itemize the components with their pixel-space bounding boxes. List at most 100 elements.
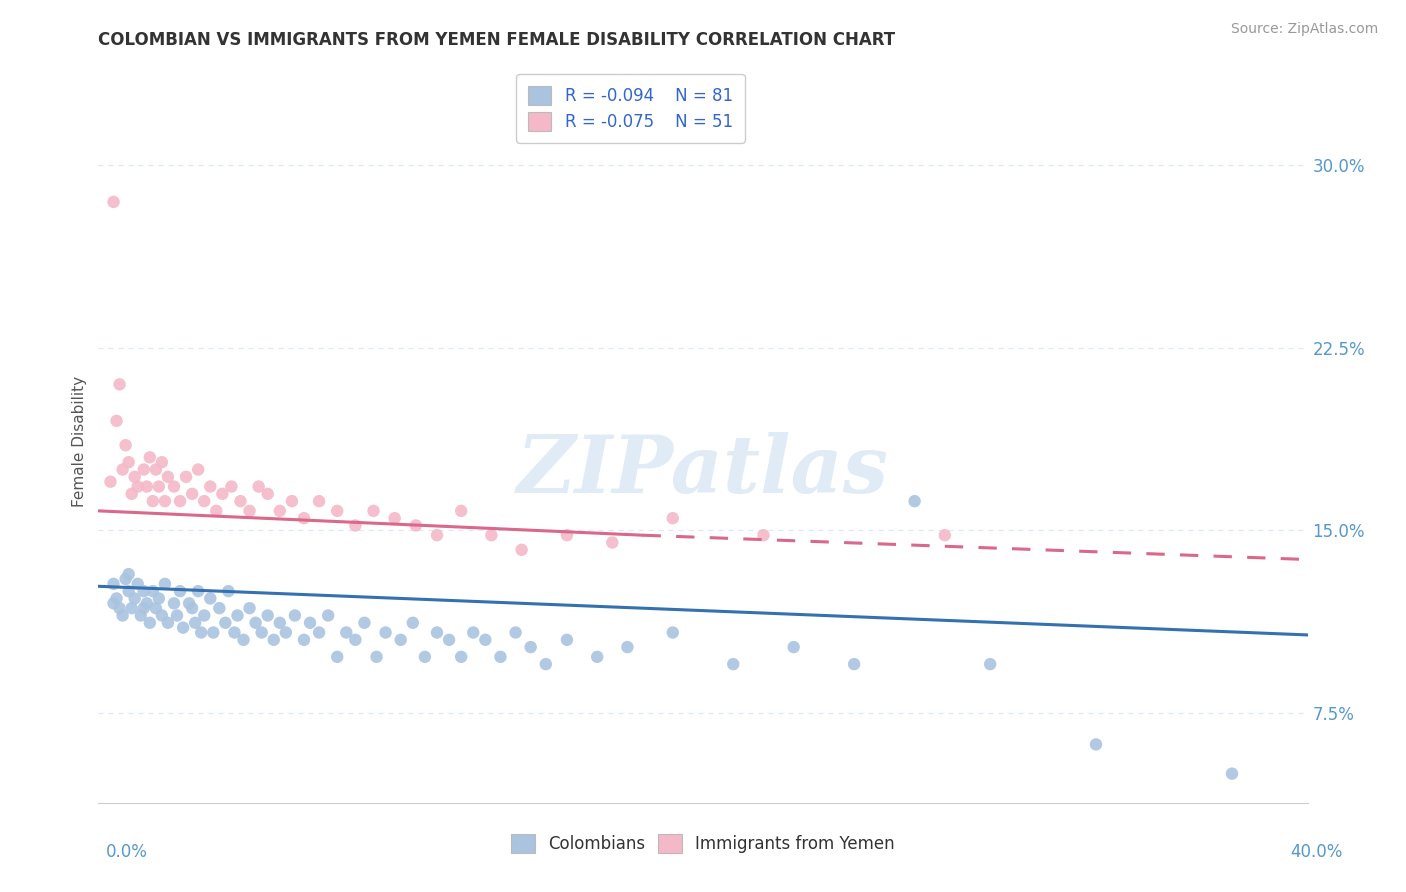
Point	[326, 649, 349, 664]
Point	[274, 625, 297, 640]
Point	[405, 518, 427, 533]
Point	[187, 584, 209, 599]
Point	[172, 621, 194, 635]
Point	[132, 462, 155, 476]
Point	[200, 591, 222, 606]
Point	[142, 584, 165, 599]
Point	[344, 518, 367, 533]
Point	[555, 632, 578, 647]
Point	[616, 640, 638, 654]
Point	[474, 632, 496, 647]
Point	[205, 504, 228, 518]
Text: 40.0%: 40.0%	[1291, 843, 1343, 861]
Point	[292, 632, 315, 647]
Point	[505, 625, 527, 640]
Point	[224, 625, 246, 640]
Point	[211, 487, 233, 501]
Point	[245, 615, 267, 630]
Point	[193, 608, 215, 623]
Point	[374, 625, 396, 640]
Point	[555, 528, 578, 542]
Point	[111, 608, 134, 623]
Point	[187, 462, 209, 476]
Point	[389, 632, 412, 647]
Point	[132, 601, 155, 615]
Point	[247, 479, 270, 493]
Point	[135, 479, 157, 493]
Point	[108, 377, 131, 392]
Point	[489, 649, 512, 664]
Point	[124, 470, 146, 484]
Point	[402, 615, 425, 630]
Point	[145, 462, 167, 476]
Point	[208, 601, 231, 615]
Point	[108, 601, 131, 615]
Point	[426, 528, 449, 542]
Point	[118, 455, 141, 469]
Point	[413, 649, 436, 664]
Point	[661, 511, 683, 525]
Point	[103, 577, 125, 591]
Point	[232, 632, 254, 647]
Point	[450, 504, 472, 518]
Point	[174, 470, 197, 484]
Point	[437, 632, 460, 647]
Legend: Colombians, Immigrants from Yemen: Colombians, Immigrants from Yemen	[505, 827, 901, 860]
Point	[118, 567, 141, 582]
Point	[534, 657, 557, 672]
Point	[214, 615, 236, 630]
Point	[934, 528, 956, 542]
Point	[308, 494, 330, 508]
Point	[105, 591, 128, 606]
Point	[169, 494, 191, 508]
Point	[181, 487, 204, 501]
Point	[217, 584, 239, 599]
Point	[481, 528, 503, 542]
Text: 0.0%: 0.0%	[105, 843, 148, 861]
Point	[229, 494, 252, 508]
Point	[166, 608, 188, 623]
Point	[129, 608, 152, 623]
Point	[103, 194, 125, 209]
Point	[1220, 766, 1243, 780]
Point	[284, 608, 307, 623]
Y-axis label: Female Disability: Female Disability	[72, 376, 87, 508]
Point	[426, 625, 449, 640]
Point	[281, 494, 304, 508]
Point	[132, 584, 155, 599]
Point	[263, 632, 285, 647]
Point	[463, 625, 485, 640]
Point	[124, 591, 146, 606]
Point	[163, 596, 186, 610]
Point	[510, 542, 533, 557]
Point	[353, 615, 375, 630]
Point	[239, 504, 262, 518]
Point	[326, 504, 349, 518]
Point	[586, 649, 609, 664]
Point	[156, 470, 179, 484]
Point	[179, 596, 201, 610]
Point	[450, 649, 472, 664]
Point	[979, 657, 1001, 672]
Point	[127, 479, 149, 493]
Point	[221, 479, 243, 493]
Point	[602, 535, 624, 549]
Point	[752, 528, 775, 542]
Text: Source: ZipAtlas.com: Source: ZipAtlas.com	[1230, 22, 1378, 37]
Point	[114, 572, 136, 586]
Point	[269, 615, 291, 630]
Point	[142, 494, 165, 508]
Point	[121, 487, 143, 501]
Point	[103, 596, 125, 610]
Point	[148, 591, 170, 606]
Point	[292, 511, 315, 525]
Point	[844, 657, 866, 672]
Point	[181, 601, 204, 615]
Text: ZIPatlas: ZIPatlas	[517, 432, 889, 509]
Point	[344, 632, 367, 647]
Point	[145, 601, 167, 615]
Point	[135, 596, 157, 610]
Point	[150, 608, 173, 623]
Point	[153, 577, 176, 591]
Point	[335, 625, 357, 640]
